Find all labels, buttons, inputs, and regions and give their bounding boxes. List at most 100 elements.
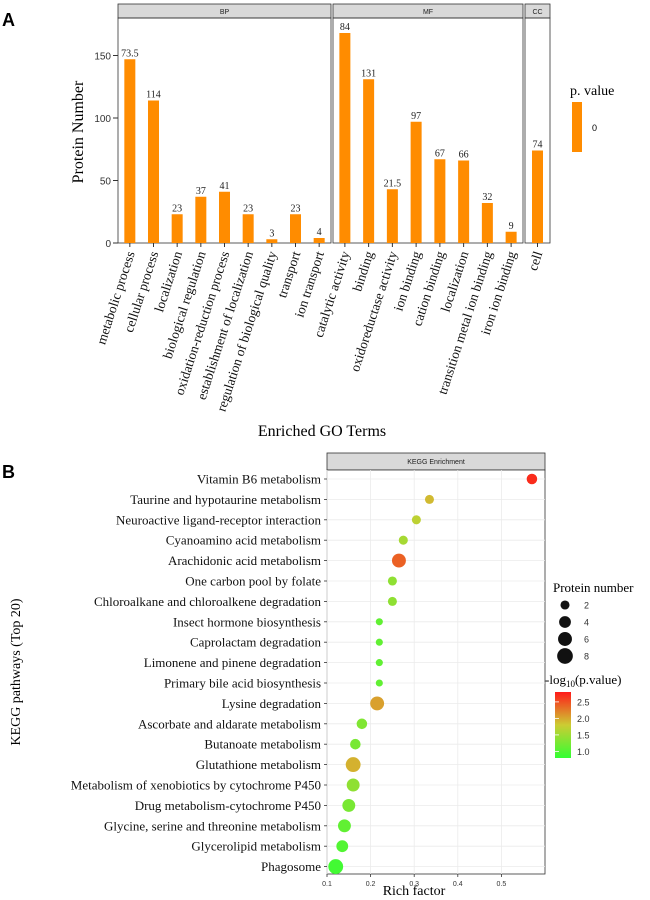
kegg-bubble	[391, 553, 406, 568]
go-bar-value-label: 131	[361, 68, 376, 79]
kegg-bubble	[375, 638, 383, 646]
kegg-bubble	[375, 618, 383, 626]
size-legend-label: 6	[584, 635, 589, 645]
kegg-pathway-label: Glycine, serine and threonine metabolism	[104, 818, 321, 833]
color-legend-title-prefix: -log	[545, 672, 566, 687]
go-facet-title: MF	[423, 9, 433, 16]
size-legend-title: Protein number	[553, 580, 634, 595]
kegg-pathway-label: Primary bile acid biosynthesis	[164, 676, 321, 691]
kegg-pathway-label: Butanoate metabolism	[204, 737, 321, 752]
go-bar	[386, 189, 398, 243]
panel-a-label: A	[2, 10, 15, 30]
kegg-x-axis-title: Rich factor	[383, 884, 446, 899]
go-y-tick-label: 50	[100, 177, 112, 188]
go-bar-value-label: 74	[533, 140, 543, 151]
kegg-x-tick-label: 0.4	[453, 881, 463, 888]
kegg-bubble	[526, 473, 538, 485]
go-bar-value-label: 84	[340, 22, 350, 33]
go-x-tick-label: oxidoreductase activity	[347, 249, 400, 373]
go-bar-value-label: 37	[196, 186, 206, 197]
go-bar-value-label: 66	[459, 150, 469, 161]
color-legend-title-sub: 10	[566, 679, 576, 689]
color-legend-title-suffix: (p.value)	[575, 672, 622, 687]
go-bar-value-label: 4	[317, 227, 322, 238]
go-legend-value: 0	[592, 123, 597, 133]
go-bar	[219, 191, 230, 243]
go-facet-title: CC	[532, 9, 542, 16]
kegg-x-tick-label: 0.1	[322, 881, 332, 888]
kegg-bubble	[350, 738, 361, 750]
go-bar-value-label: 3	[269, 228, 274, 239]
kegg-bubble	[411, 515, 421, 525]
panel-b-label: B	[2, 462, 15, 482]
go-x-axis-title: Enriched GO Terms	[258, 423, 386, 440]
go-bar-value-label: 21.5	[384, 178, 402, 189]
kegg-bubble	[337, 819, 351, 833]
kegg-pathway-label: Lysine degradation	[222, 696, 322, 711]
kegg-bubble-chart: KEGG Enrichment 0.1 0.2 0.3 0.4 0.5 Vitamin B6…	[71, 452, 546, 888]
color-legend-label: 2.5	[577, 697, 590, 707]
kegg-x-tick-label: 0.5	[497, 881, 507, 888]
size-legend-dot	[560, 600, 570, 610]
go-bar-value-label: 41	[220, 181, 230, 192]
go-bar	[410, 121, 422, 243]
go-bar-value-label: 67	[435, 148, 445, 159]
go-bar-value-label: 32	[482, 192, 492, 203]
go-x-tick-label: binding	[349, 249, 376, 293]
go-bar-value-label: 73.5	[121, 48, 139, 59]
go-bar	[171, 214, 183, 243]
go-facet-title: BP	[220, 9, 230, 16]
kegg-y-axis-title: KEGG pathways (Top 20)	[9, 598, 24, 745]
go-bar	[339, 33, 351, 243]
kegg-x-tick-label: 0.3	[409, 881, 419, 888]
go-bar	[313, 238, 325, 243]
kegg-bubble	[342, 798, 356, 812]
go-bar-value-label: 97	[411, 111, 421, 122]
go-bar	[290, 214, 301, 243]
kegg-legends: Protein number -log10(p.value) 2 4 6 8 2.5 2.…	[545, 580, 634, 758]
go-y-tick-label: 150	[94, 52, 111, 63]
kegg-bubble	[346, 778, 360, 792]
color-legend-bar	[555, 692, 571, 758]
kegg-bubble	[398, 535, 408, 545]
go-bar	[363, 79, 375, 243]
kegg-bubble	[345, 757, 361, 773]
size-legend-dot	[558, 632, 572, 646]
go-bar	[434, 159, 446, 243]
size-legend-dot	[557, 648, 573, 664]
go-bar-value-label: 23	[243, 203, 253, 214]
go-y-tick-label: 0	[105, 239, 111, 250]
go-bar	[148, 100, 159, 243]
kegg-pathway-label: Insect hormone biosynthesis	[173, 614, 321, 629]
kegg-bubble	[336, 840, 349, 853]
color-legend-label: 1.0	[577, 747, 590, 757]
go-y-axis-title: Protein Number	[70, 80, 87, 183]
go-bar	[458, 160, 470, 243]
go-legend: p. value 0	[570, 84, 614, 152]
kegg-bubble	[328, 859, 344, 875]
go-bar	[195, 196, 207, 243]
go-bar	[124, 59, 136, 243]
go-bar	[242, 214, 254, 243]
go-bar	[505, 231, 517, 243]
size-legend-label: 2	[584, 601, 589, 611]
kegg-bubble	[370, 696, 385, 711]
color-legend-title: -log10(p.value)	[545, 672, 622, 689]
go-bar	[532, 150, 543, 243]
kegg-bubble	[387, 596, 397, 606]
color-legend-label: 1.5	[577, 730, 590, 740]
go-bar	[266, 239, 278, 243]
go-legend-title: p. value	[570, 84, 614, 99]
kegg-pathway-label: Phagosome	[261, 859, 321, 874]
go-y-tick-label: 100	[94, 114, 111, 125]
go-bar-value-label: 114	[146, 90, 161, 101]
kegg-pathway-label: One carbon pool by folate	[185, 574, 321, 589]
kegg-pathway-label: Glycerolipid metabolism	[191, 839, 321, 854]
kegg-pathway-label: Chloroalkane and chloroalkene degradatio…	[94, 594, 322, 609]
kegg-pathway-label: Glutathione metabolism	[196, 757, 321, 772]
go-bar-value-label: 9	[509, 221, 514, 232]
kegg-pathway-label: Ascorbate and aldarate metabolism	[138, 716, 321, 731]
size-legend-label: 8	[584, 652, 589, 662]
kegg-bubble	[387, 576, 397, 586]
